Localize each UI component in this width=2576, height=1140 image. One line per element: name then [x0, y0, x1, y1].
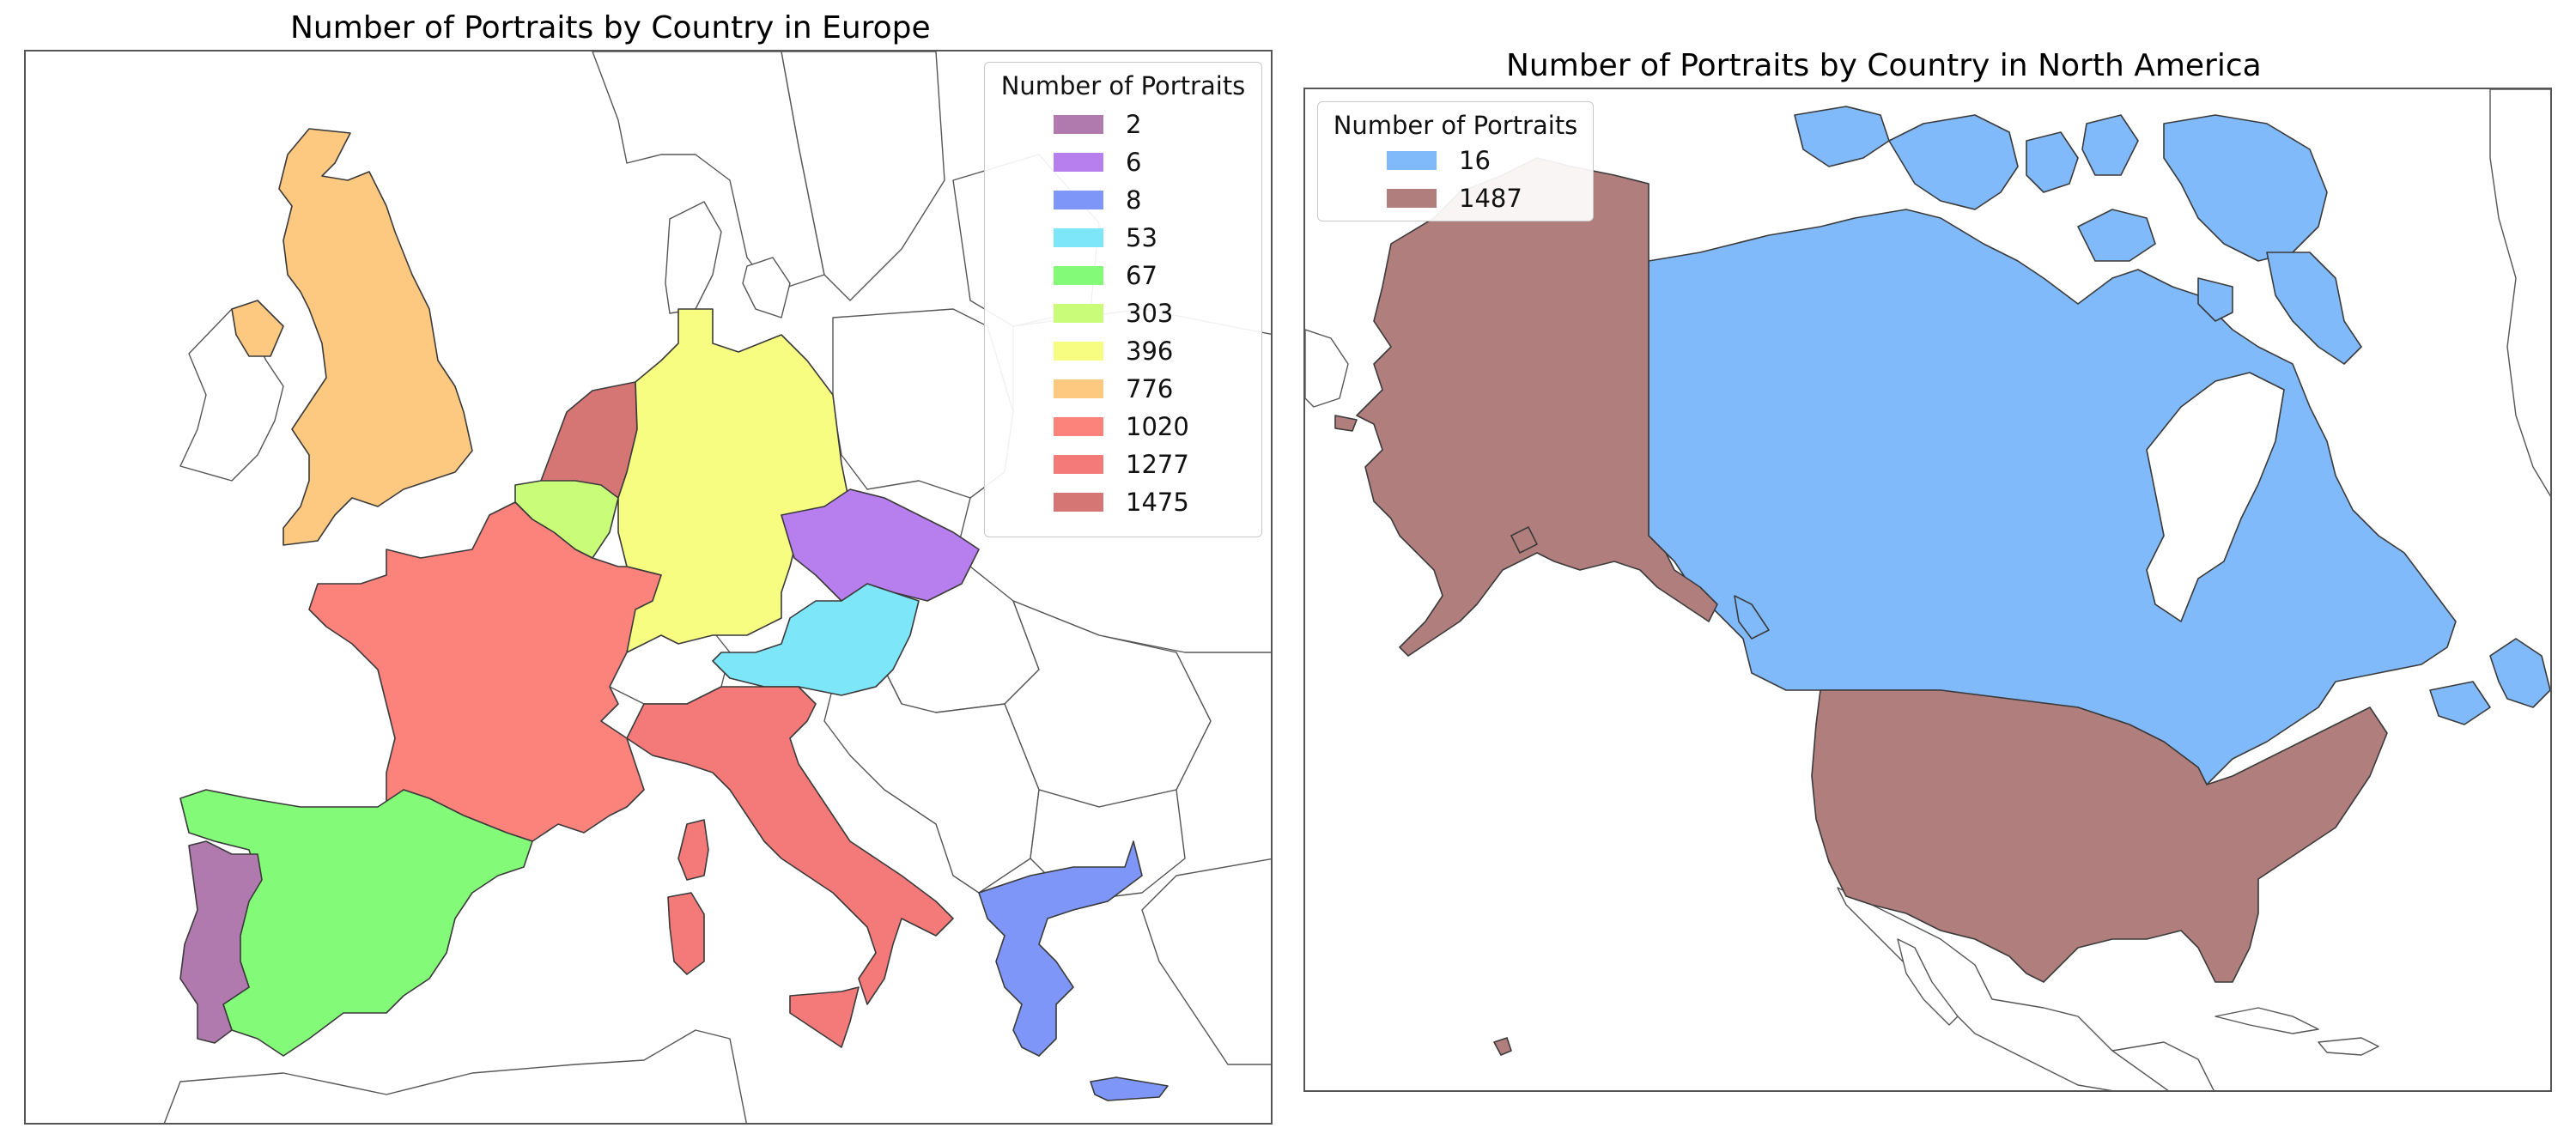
map-region-canada-arctic-4: [2081, 114, 2139, 176]
europe-legend-entry: 53: [1054, 219, 1261, 257]
map-region-northern-ireland: [231, 300, 284, 357]
legend-swatch: [1054, 455, 1103, 474]
europe-legend-entry: 303: [1054, 294, 1261, 332]
north-america-legend-title: Number of Portraits: [1333, 111, 1578, 140]
legend-swatch: [1054, 304, 1103, 323]
legend-label: 1020: [1126, 412, 1189, 441]
legend-label: 67: [1126, 261, 1157, 290]
europe-legend-title: Number of Portraits: [1000, 71, 1246, 100]
map-region-canada-arctic-6: [2266, 252, 2362, 365]
map-region-alaska-aleutian: [1334, 415, 1358, 432]
europe-legend-entry: 8: [1054, 181, 1261, 219]
map-region-sardinia: [677, 819, 709, 881]
europe-legend-entry: 1277: [1054, 446, 1261, 483]
legend-label: 776: [1126, 374, 1174, 403]
map-region-central-america: [2111, 1041, 2215, 1090]
map-region-alaska: [1356, 157, 1718, 657]
map-region-canada-arctic-8: [2077, 209, 2156, 262]
map-region-italy: [626, 686, 954, 1005]
north-america-map-title: Number of Portraits by Country in North …: [1506, 48, 2262, 83]
legend-label: 53: [1126, 223, 1157, 252]
map-region-united-states: [1811, 689, 2388, 983]
legend-label: 303: [1126, 299, 1174, 328]
europe-map: Number of Portraits 2 6 8 53 67 303 396 776 1020…: [24, 50, 1273, 1125]
europe-legend-entry: 67: [1054, 257, 1261, 294]
north-america-legend-entries: 16 1487: [1318, 142, 1593, 217]
europe-legend-entry: 6: [1054, 143, 1261, 181]
legend-swatch: [1054, 417, 1103, 436]
legend-swatch: [1054, 379, 1103, 398]
north-america-map: Number of Portraits 16 1487: [1303, 88, 2552, 1092]
europe-legend-entries: 2 6 8 53 67 303 396 776 1020 1277 1475: [985, 106, 1261, 521]
europe-map-legend: Number of Portraits 2 6 8 53 67 303 396 776 1020…: [984, 62, 1262, 537]
europe-legend-entry: 396: [1054, 332, 1261, 370]
europe-legend-entry: 1475: [1054, 483, 1261, 521]
legend-swatch: [1054, 153, 1103, 172]
map-region-canada-arctic-2: [1888, 114, 2019, 210]
map-region-germany: [617, 308, 851, 653]
map-region-canada-arctic-7: [2197, 277, 2233, 322]
north-america-map-legend: Number of Portraits 16 1487: [1317, 101, 1594, 221]
map-region-greece: [978, 840, 1143, 1057]
map-region-canada-newfoundland: [2489, 638, 2550, 708]
map-region-united-kingdom: [278, 128, 473, 546]
map-region-hawaii: [1493, 1037, 1512, 1056]
legend-label: 8: [1126, 185, 1142, 215]
map-region-caribbean: [2318, 1037, 2379, 1056]
legend-swatch: [1054, 228, 1103, 247]
map-region-russia-east: [1305, 329, 1349, 408]
map-region-sweden: [781, 52, 945, 301]
legend-label: 396: [1126, 337, 1174, 366]
map-region-turkey: [1141, 858, 1271, 1065]
legend-swatch: [1387, 189, 1437, 208]
map-region-canada-vancouver-island: [1734, 595, 1770, 640]
europe-map-title: Number of Portraits by Country in Europe: [290, 10, 931, 45]
map-region-portugal: [179, 840, 263, 1044]
europe-legend-entry: 1020: [1054, 408, 1261, 446]
map-region-crete: [1090, 1076, 1169, 1101]
north-america-legend-entry: 1487: [1387, 179, 1593, 217]
map-region-canada-arctic-5: [2163, 114, 2328, 262]
europe-legend-entry: 776: [1054, 370, 1261, 408]
map-region-canada-labrador-island: [2429, 681, 2491, 725]
legend-swatch: [1054, 266, 1103, 285]
legend-label: 1475: [1126, 488, 1189, 517]
europe-legend-entry: 2: [1054, 106, 1261, 143]
map-region-cuba: [2215, 1007, 2319, 1034]
map-region-austria: [712, 583, 920, 696]
map-region-north-africa: [163, 1029, 747, 1123]
map-region-denmark: [665, 201, 722, 314]
map-region-baja: [1897, 938, 1959, 1026]
legend-label: 2: [1126, 110, 1142, 139]
map-region-sicily: [789, 986, 860, 1048]
map-region-canada: [1648, 209, 2457, 785]
legend-swatch: [1387, 151, 1437, 170]
legend-swatch: [1054, 342, 1103, 361]
legend-label: 1487: [1459, 184, 1522, 213]
legend-label: 16: [1459, 146, 1491, 175]
map-region-corsica-sardinia-south: [667, 892, 705, 975]
map-region-czechia: [781, 488, 980, 602]
north-america-map-canvas: [1305, 89, 2550, 1090]
map-region-france: [308, 501, 662, 842]
legend-label: 1277: [1126, 450, 1189, 479]
legend-swatch: [1054, 493, 1103, 512]
legend-swatch: [1054, 191, 1103, 209]
map-region-canada-arctic-1: [1794, 106, 1890, 167]
map-region-canada-arctic-3: [2026, 131, 2079, 193]
legend-label: 6: [1126, 148, 1142, 177]
map-region-alaska-island: [1510, 526, 1538, 554]
map-region-denmark-island: [742, 257, 791, 318]
map-region-greenland: [2489, 89, 2550, 497]
map-region-balkans: [823, 669, 1040, 894]
legend-swatch: [1054, 115, 1103, 134]
north-america-legend-entry: 16: [1387, 142, 1593, 179]
